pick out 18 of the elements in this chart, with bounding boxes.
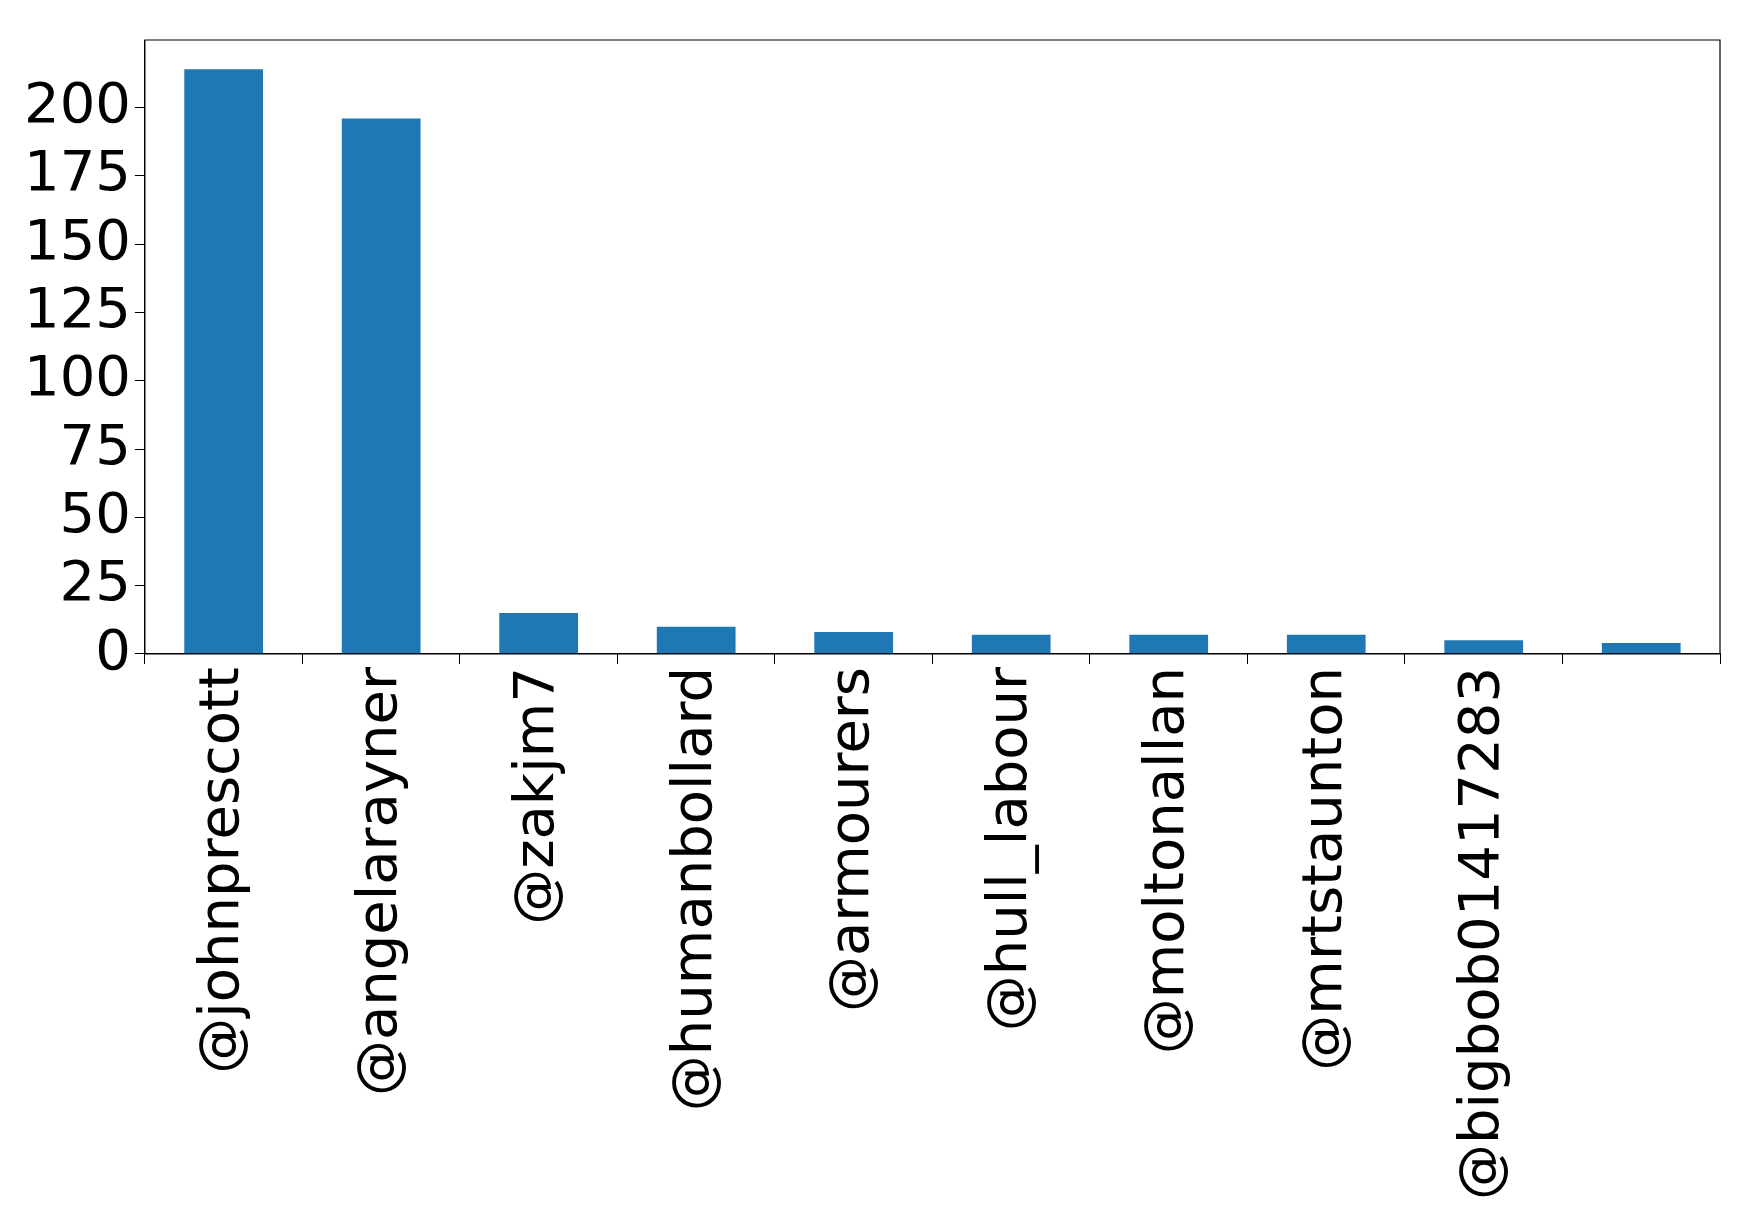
y-tick-label: 175 — [24, 138, 131, 204]
x-tick-label: @bigbob01417283 — [1446, 666, 1512, 1201]
x-tick-label: @humanbollard — [658, 666, 724, 1112]
y-tick-label: 50 — [59, 479, 131, 545]
x-tick-label: @hull_labour — [973, 666, 1039, 1032]
x-tick-label: @moltonallan — [1131, 666, 1197, 1055]
x-tick-label: @angelarayner — [343, 665, 409, 1097]
y-tick-label: 25 — [59, 548, 131, 614]
y-tick-label: 200 — [24, 70, 131, 136]
x-tick-label: @johnprescott — [186, 666, 252, 1074]
x-tick-label: @zakjm7 — [501, 666, 567, 925]
y-tick-label: 150 — [24, 206, 131, 272]
x-tick-label: @mrtstaunton — [1288, 666, 1354, 1071]
x-tick-label: @armourers — [816, 666, 882, 1013]
y-tick-label: 0 — [95, 616, 131, 682]
y-tick-label: 125 — [24, 274, 131, 340]
y-tick-label: 75 — [59, 411, 131, 477]
y-tick-label: 100 — [24, 343, 131, 409]
